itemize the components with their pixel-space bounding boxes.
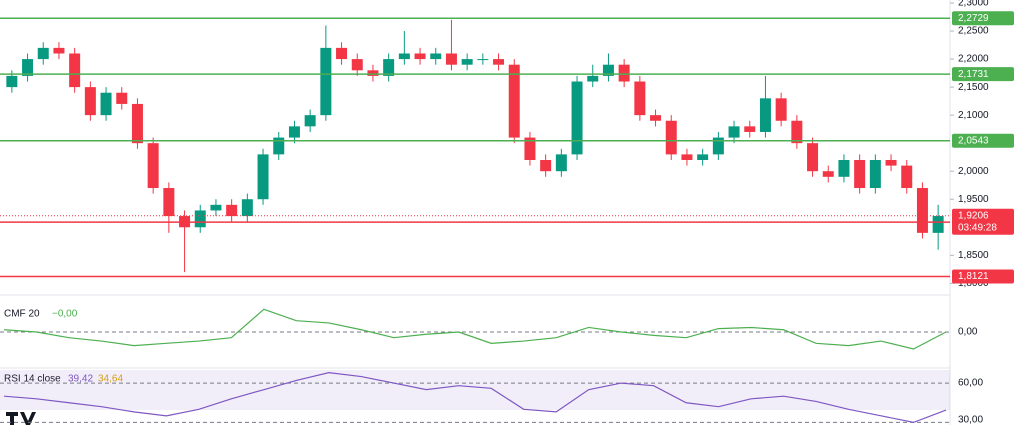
- current-price-badge: [952, 208, 1014, 235]
- candle-body: [728, 126, 740, 138]
- candle-body: [398, 53, 410, 60]
- candle-body: [336, 47, 348, 60]
- candle-body: [320, 47, 332, 116]
- y-tick-label: 1,8500: [958, 250, 989, 261]
- candle-body: [22, 59, 34, 76]
- rsi-line: [3, 372, 947, 424]
- candle-body: [775, 98, 787, 121]
- candle-body: [147, 143, 159, 189]
- level-label: 2,0543: [958, 135, 989, 146]
- candle-body: [524, 137, 536, 160]
- y-tick-label: 2,2500: [958, 26, 989, 37]
- candle-body: [744, 126, 756, 132]
- candle-body: [916, 188, 928, 233]
- candle-body: [869, 159, 881, 189]
- y-tick-label: 1,9500: [958, 194, 989, 205]
- candle-body: [461, 59, 473, 65]
- rsi-ma-value: 34,64: [98, 374, 123, 385]
- candle-body: [697, 154, 709, 160]
- candle-body: [807, 143, 819, 172]
- candle-body: [351, 59, 363, 71]
- candle-body: [241, 199, 253, 217]
- y-tick-label: 2,2000: [958, 54, 989, 65]
- candle-body: [885, 159, 897, 166]
- y-tick-label: 2,1000: [958, 110, 989, 121]
- y-tick-label: 30,00: [958, 415, 983, 425]
- candle-body: [6, 75, 18, 88]
- y-tick-label: 2,1500: [958, 82, 989, 93]
- candle-body: [210, 204, 222, 211]
- level-label: 2,1731: [958, 69, 989, 80]
- candle-body: [822, 171, 834, 177]
- candle-body: [587, 75, 599, 82]
- candle-body: [304, 115, 316, 127]
- candle-body: [84, 87, 96, 116]
- candle-body: [650, 115, 662, 121]
- rsi-band: [0, 370, 950, 410]
- candle-body: [131, 103, 143, 144]
- level-badge: [952, 11, 1014, 26]
- cmf-line: [3, 308, 947, 350]
- rsi-title: RSI 14 close: [4, 374, 61, 385]
- countdown-label: 03:49:28: [958, 222, 997, 233]
- candle-body: [257, 154, 269, 200]
- candle-body: [414, 53, 426, 60]
- candle-body: [163, 188, 175, 217]
- logo: [6, 412, 36, 425]
- candle-body: [273, 137, 285, 155]
- candle-body: [100, 92, 112, 116]
- candle-body: [508, 64, 520, 138]
- y-tick-label: 2,3000: [958, 0, 989, 9]
- current-price-label: 1,9206: [958, 210, 989, 221]
- candle-body: [194, 210, 206, 228]
- candle-body: [901, 165, 913, 189]
- candle-body: [759, 98, 771, 132]
- candle-body: [854, 159, 866, 189]
- candle-body: [69, 53, 81, 88]
- candle-body: [932, 216, 944, 233]
- candle-body: [367, 70, 379, 76]
- candle-body: [618, 64, 630, 82]
- candle-body: [555, 154, 567, 172]
- cmf-title: CMF 20: [4, 309, 40, 320]
- candle-body: [634, 81, 646, 116]
- candle-body: [430, 53, 442, 60]
- candle-body: [37, 47, 49, 60]
- cmf-value: −0,00: [52, 309, 78, 320]
- level-label: 2,2729: [958, 13, 989, 24]
- level-badge: [952, 269, 1014, 284]
- candle-body: [571, 81, 583, 155]
- candle-body: [116, 92, 128, 104]
- candle-body: [383, 59, 395, 76]
- candle-body: [226, 204, 238, 217]
- y-tick-label: 60,00: [958, 378, 983, 389]
- level-label: 1,8121: [958, 271, 989, 282]
- candle-body: [493, 59, 505, 65]
- candle-body: [477, 59, 489, 61]
- candle-body: [288, 126, 300, 138]
- y-tick-label: 2,0000: [958, 166, 989, 177]
- level-badge: [952, 133, 1014, 148]
- candle-body: [665, 120, 677, 155]
- level-badge: [952, 67, 1014, 82]
- candle-body: [540, 159, 552, 172]
- candle-body: [838, 159, 850, 177]
- rsi-value: 39,42: [68, 374, 93, 385]
- y-tick-label: 0,00: [958, 327, 978, 338]
- candle-body: [602, 64, 614, 76]
- candle-body: [53, 47, 65, 54]
- candle-body: [681, 154, 693, 160]
- candle-body: [712, 137, 724, 155]
- candle-body: [791, 120, 803, 144]
- candle-body: [445, 53, 457, 65]
